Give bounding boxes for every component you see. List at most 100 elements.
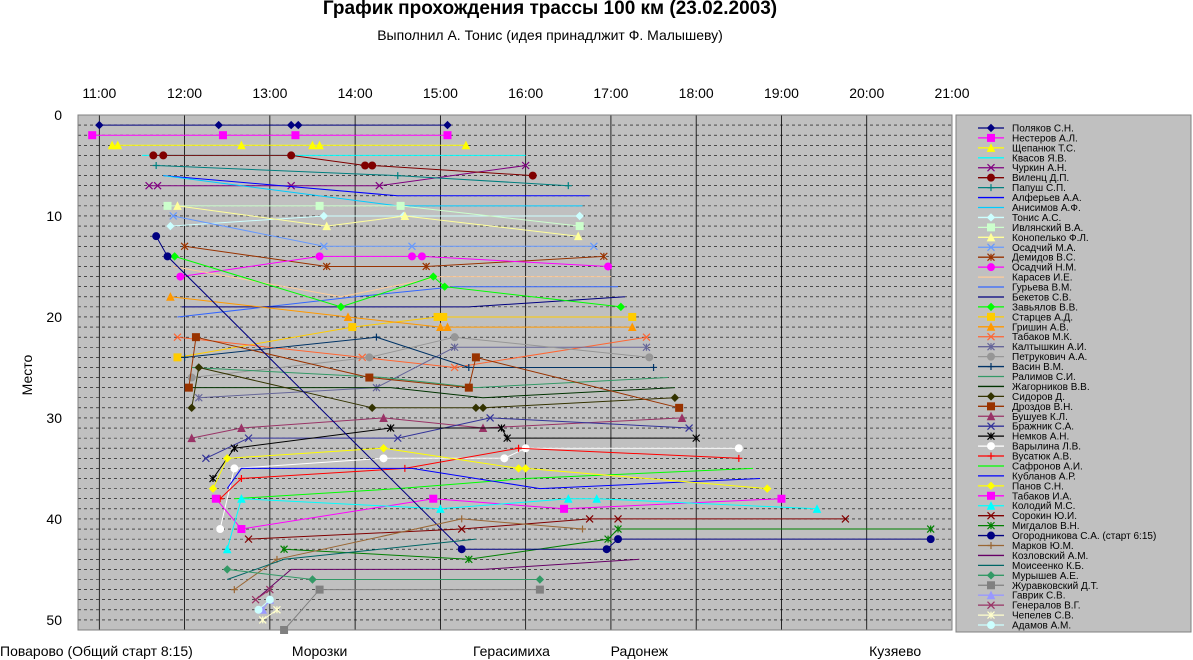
data-point [439, 312, 448, 321]
legend-label: Огородникова С.А. (старт 6:15) [1012, 531, 1156, 542]
data-point [152, 161, 160, 169]
data-point [211, 494, 220, 503]
legend-item: Немков А.Н. [978, 432, 1069, 443]
legend-item: Мигдалов В.Н. [978, 521, 1080, 532]
series-21 [166, 292, 637, 332]
legend-label: Демидов В.С. [1012, 253, 1076, 264]
legend-label: Щепанюк Т.С. [1012, 143, 1076, 154]
data-point [315, 585, 324, 594]
legend-marker [986, 501, 996, 510]
data-point [319, 242, 328, 251]
data-point [812, 504, 822, 513]
legend-item: Сафронов А.И. [978, 460, 1083, 472]
data-point [265, 595, 274, 604]
series-46 [223, 565, 545, 584]
data-point [396, 201, 405, 210]
data-point [535, 585, 544, 594]
legend-label: Сорокин Ю.И. [1012, 511, 1077, 522]
series-11 [163, 201, 584, 231]
checkpoint-label: Герасимиха [473, 643, 550, 659]
legend-item: Гришин А.В. [978, 322, 1069, 333]
data-point [604, 535, 613, 544]
series-27 [191, 387, 675, 399]
legend-item: Тонис А.С. [978, 213, 1061, 224]
data-point [166, 292, 175, 301]
series-1 [95, 120, 452, 130]
data-point [616, 302, 626, 312]
series-line [226, 467, 761, 490]
legend-item: Калтышкин А.И. [978, 342, 1087, 353]
legend-marker [986, 302, 996, 312]
data-point [201, 454, 210, 463]
data-point [88, 131, 97, 140]
data-point [237, 423, 246, 433]
legend-item: Квасов Я.В. [978, 153, 1067, 164]
data-point [280, 626, 289, 634]
legend-label: Козловский А.М. [1012, 551, 1088, 562]
data-point [675, 403, 684, 412]
data-point [308, 575, 317, 584]
series-line [226, 498, 818, 550]
data-point [573, 231, 583, 241]
legend-marker [986, 322, 996, 331]
legend-item: Бушуев К.Л. [978, 411, 1068, 423]
legend-label: Бражник С.А. [1012, 422, 1074, 433]
data-point [181, 353, 189, 361]
legend-marker [987, 163, 995, 172]
data-point [407, 252, 416, 261]
data-point [336, 302, 346, 312]
legend-label: Осадчий Н.М. [1012, 263, 1076, 274]
data-point [107, 140, 117, 150]
series-8 [163, 175, 590, 197]
data-point [478, 403, 488, 413]
data-point [628, 312, 637, 321]
series-line [212, 427, 697, 479]
data-point [457, 525, 466, 533]
legend-marker [987, 253, 995, 262]
data-point [163, 201, 172, 210]
series-line [234, 518, 583, 591]
legend-item: Табаков М.К. [978, 331, 1072, 343]
data-point [486, 414, 495, 422]
legend-item: Анисимов А.Ф. [978, 203, 1081, 214]
data-point [564, 182, 572, 190]
legend-marker [987, 263, 995, 272]
series-line [227, 538, 476, 580]
data-point [194, 393, 203, 402]
chart-title: График прохождения трассы 100 км (23.02.… [322, 0, 778, 19]
legend-marker [987, 422, 995, 431]
legend-marker [986, 123, 996, 133]
data-point [535, 575, 545, 584]
legend-marker [987, 133, 995, 142]
data-point [95, 120, 104, 130]
data-point [230, 444, 239, 453]
legend-item: Нестеров А.Л. [978, 133, 1078, 144]
legend-label: Панов С.Н. [1012, 481, 1064, 492]
legend-marker [987, 312, 995, 321]
data-point [294, 120, 303, 130]
series-line [177, 205, 579, 237]
series-20 [173, 312, 637, 362]
data-point [443, 120, 452, 130]
x-tick-label: 11:00 [82, 85, 116, 101]
legend-label: Виленц Д.П. [1012, 173, 1069, 184]
legend-label: Поляков С.Н. [1012, 123, 1074, 134]
legend-marker [987, 491, 995, 500]
legend-marker [986, 481, 996, 491]
data-point [173, 333, 182, 342]
y-axis-place: 0 10 20 30 40 50 [46, 107, 62, 628]
series-35 [234, 467, 754, 500]
legend-item: Генералов В.Г. [978, 601, 1081, 612]
data-point [585, 514, 594, 523]
data-point [521, 464, 530, 473]
legend-label: Сидоров Д. [1012, 392, 1065, 403]
legend-label: Осадчий М.А. [1012, 243, 1076, 254]
data-point [777, 494, 786, 503]
data-point [237, 525, 246, 534]
y-tick-label: 50 [46, 612, 62, 628]
x-tick-label: 21:00 [934, 85, 969, 101]
legend-label: Моисеенко К.Б. [1012, 561, 1084, 572]
data-point [322, 262, 331, 271]
data-point [457, 545, 466, 554]
